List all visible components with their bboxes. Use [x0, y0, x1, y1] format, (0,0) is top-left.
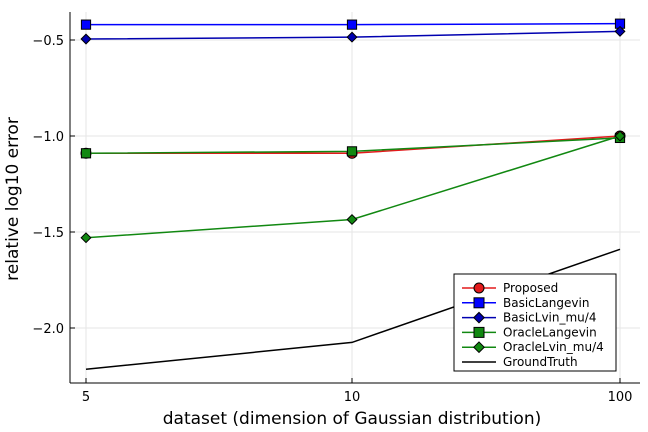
series-BasicLvin_mu/4	[80, 25, 626, 45]
data-point	[80, 33, 92, 45]
y-axis-title: relative log10 error	[3, 117, 23, 281]
axes	[69, 12, 640, 384]
legend-label: Proposed	[503, 281, 558, 295]
legend-label: GroundTruth	[503, 355, 578, 369]
y-tick-label: −0.5	[32, 34, 64, 49]
series-BasicLangevin	[80, 18, 626, 30]
legend-item: GroundTruth	[462, 355, 578, 369]
data-point	[614, 25, 626, 37]
x-axis-title: dataset (dimension of Gaussian distribut…	[163, 409, 541, 429]
legend-item: OracleLangevin	[462, 325, 597, 339]
legend-item: BasicLvin_mu/4	[462, 311, 596, 325]
tick-labels: 5 10 100 −2.0 −1.5 −1.0 −0.5	[32, 34, 632, 405]
x-tick-label: 5	[82, 390, 90, 405]
legend-label: OracleLvin_mu/4	[503, 340, 604, 354]
series-layer	[80, 18, 626, 371]
legend-item: BasicLangevin	[462, 296, 589, 310]
y-tick-label: −1.5	[32, 226, 64, 241]
legend-label: OracleLangevin	[503, 325, 597, 339]
y-tick-label: −1.0	[32, 130, 64, 145]
legend-label: BasicLvin_mu/4	[503, 311, 596, 325]
y-tick-label: −2.0	[32, 322, 64, 337]
legend-marker	[473, 282, 485, 294]
data-point	[346, 213, 358, 226]
legend-marker	[473, 341, 485, 354]
series-OracleLangevin	[80, 132, 626, 159]
data-point	[346, 19, 358, 30]
data-point	[614, 130, 626, 142]
data-point	[346, 146, 358, 157]
legend-label: BasicLangevin	[503, 296, 589, 310]
data-point	[80, 19, 92, 30]
data-point	[346, 31, 358, 43]
legend-marker	[473, 311, 485, 324]
legend: ProposedBasicLangevinBasicLvin_mu/4Oracl…	[453, 273, 617, 372]
legend-marker	[473, 326, 485, 338]
legend-item: OracleLvin_mu/4	[462, 340, 604, 354]
series-OracleLvin_mu/4	[80, 130, 626, 244]
legend-marker	[473, 297, 485, 309]
x-tick-label: 10	[344, 390, 361, 405]
data-point	[80, 232, 92, 244]
x-tick-label: 100	[608, 390, 633, 405]
data-point	[80, 148, 92, 159]
legend-item: Proposed	[462, 281, 558, 295]
